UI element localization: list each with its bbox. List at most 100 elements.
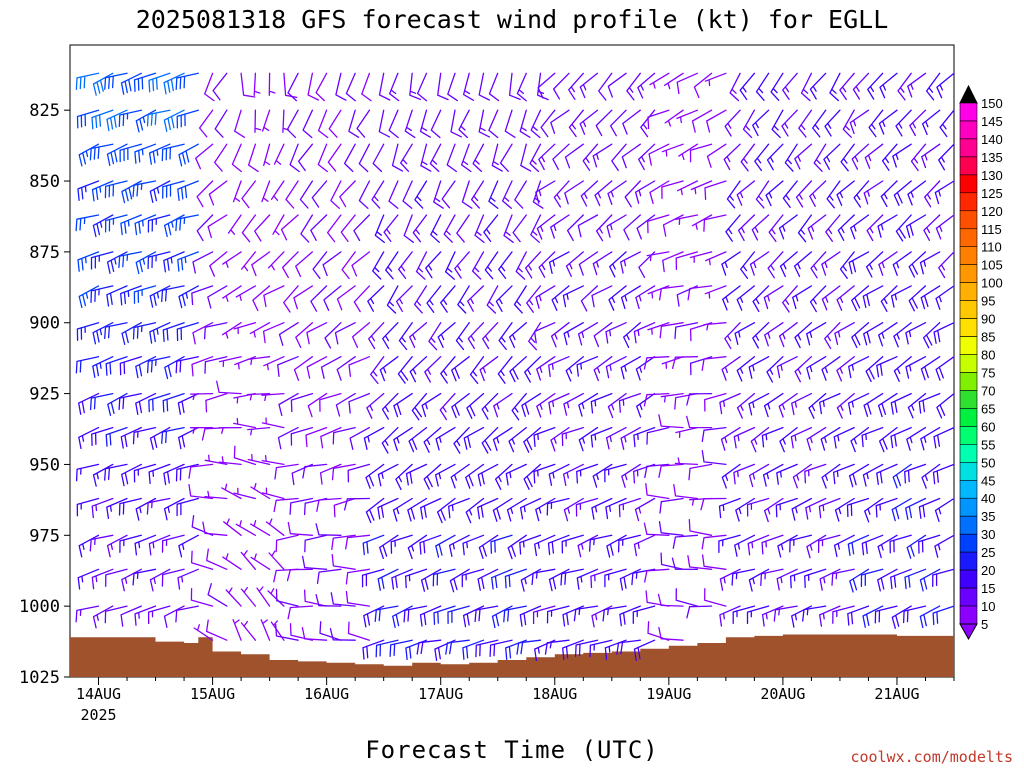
wind-barb xyxy=(212,72,228,101)
wind-barb xyxy=(78,426,100,450)
wind-barb xyxy=(92,214,114,238)
wind-barb xyxy=(104,605,128,624)
wind-barb xyxy=(481,426,499,454)
wind-barb xyxy=(919,605,941,629)
wind-barb xyxy=(477,497,499,520)
wind-barb xyxy=(317,109,329,139)
wind-barb xyxy=(192,322,214,345)
wind-barb xyxy=(336,285,356,311)
wind-barb xyxy=(290,392,314,413)
wind-barb xyxy=(891,605,912,629)
wind-barb xyxy=(293,356,314,381)
wind-barb xyxy=(407,534,428,560)
wind-barb xyxy=(343,497,371,511)
wind-barb xyxy=(752,322,770,349)
wind-barb xyxy=(648,143,670,166)
wind-barb xyxy=(809,72,827,100)
wind-barb xyxy=(938,251,955,279)
wind-barb xyxy=(590,392,613,414)
wind-barb xyxy=(492,426,513,452)
wind-barb xyxy=(691,109,713,133)
wind-barb xyxy=(353,285,371,313)
wind-barb xyxy=(924,180,941,208)
wind-barb xyxy=(739,72,756,101)
wind-barb xyxy=(287,605,314,620)
wind-barb xyxy=(275,623,299,641)
wind-barb xyxy=(341,251,356,280)
wind-barb xyxy=(430,109,442,139)
wind-barb xyxy=(691,214,713,230)
wind-barb xyxy=(403,605,428,623)
wind-barb xyxy=(779,426,798,453)
wind-barb xyxy=(162,180,185,199)
wind-barb xyxy=(731,568,756,586)
wind-barb xyxy=(378,109,391,138)
wind-barb xyxy=(798,109,813,138)
wind-barb xyxy=(863,322,884,346)
wind-barb xyxy=(831,568,855,586)
wind-barb xyxy=(133,463,157,483)
wind-barb xyxy=(440,285,456,313)
wind-barb xyxy=(504,109,516,138)
wind-barb xyxy=(512,214,527,243)
wind-barb xyxy=(687,555,713,570)
wind-barb xyxy=(659,497,684,514)
wind-barb xyxy=(488,109,499,139)
wind-barb xyxy=(92,605,114,629)
wind-barb xyxy=(195,143,214,170)
wind-barb xyxy=(703,322,727,331)
wind-barb xyxy=(624,180,641,208)
wind-barb xyxy=(424,356,442,383)
wind-barb xyxy=(232,180,242,203)
wind-barb xyxy=(643,392,670,407)
colorbar-swatch xyxy=(959,479,978,499)
wind-barb xyxy=(437,322,456,348)
wind-barb xyxy=(607,392,627,419)
wind-barb xyxy=(149,568,171,592)
colorbar-label: 35 xyxy=(981,509,995,524)
wind-barb xyxy=(675,588,699,607)
wind-barb xyxy=(771,109,784,139)
wind-barb xyxy=(446,143,458,173)
wind-barb xyxy=(794,143,813,170)
wind-barb xyxy=(804,568,827,588)
wind-barb xyxy=(675,426,699,438)
wind-barb xyxy=(686,415,713,429)
wind-barb xyxy=(414,180,428,209)
wind-barb xyxy=(121,463,142,487)
wind-barb xyxy=(178,285,199,309)
wind-barb xyxy=(222,553,242,570)
colorbar-swatch xyxy=(959,443,978,463)
wind-barb xyxy=(533,322,556,344)
wind-barb xyxy=(735,497,756,522)
wind-barb xyxy=(766,356,784,383)
wind-barb xyxy=(660,552,684,570)
wind-barb xyxy=(448,534,470,558)
wind-barb xyxy=(689,143,713,163)
wind-barb xyxy=(910,143,927,172)
wind-barb xyxy=(721,463,741,489)
wind-barb xyxy=(719,605,741,627)
wind-barb xyxy=(564,143,584,169)
wind-barb xyxy=(260,619,271,641)
wind-barb xyxy=(91,568,114,590)
colorbar-label: 10 xyxy=(981,599,995,614)
wind-barb xyxy=(178,143,199,167)
wind-barb xyxy=(794,322,813,349)
wind-barb xyxy=(701,554,727,570)
wind-barb xyxy=(904,568,927,590)
wind-barb xyxy=(265,518,285,536)
wind-barb xyxy=(450,463,470,489)
wind-barb xyxy=(333,497,356,518)
wind-barb xyxy=(902,605,927,624)
credit-link[interactable]: coolwx.com/modelts xyxy=(850,748,1013,766)
wind-barb xyxy=(634,497,656,522)
wind-barb xyxy=(326,214,342,243)
wind-barb xyxy=(293,285,314,310)
wind-barb xyxy=(121,568,142,592)
wind-barb xyxy=(404,568,428,589)
wind-barb xyxy=(754,143,770,172)
wind-barb xyxy=(445,639,470,655)
wind-barb xyxy=(147,251,171,270)
wind-barb xyxy=(661,180,684,200)
